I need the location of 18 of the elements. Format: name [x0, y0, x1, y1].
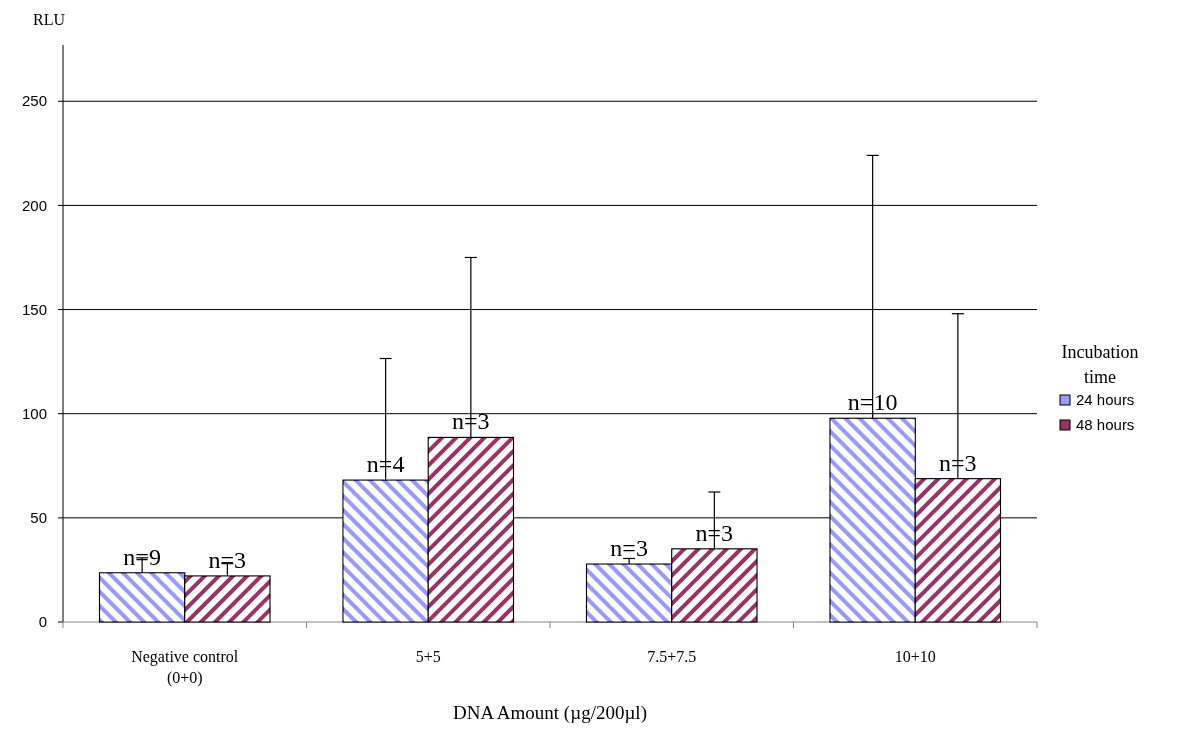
- x-tick-label: Negative control (0+0): [131, 648, 239, 687]
- y-tick-label: 50: [30, 509, 47, 527]
- y-tick-label: 250: [21, 92, 47, 110]
- legend-title: Incubation time: [1061, 342, 1139, 387]
- x-tick-label: 5+5: [415, 648, 441, 665]
- y-tick-label: 100: [21, 404, 47, 422]
- legend-label: 48 hours: [1076, 416, 1135, 434]
- y-tick-label: 200: [21, 196, 47, 214]
- annotation: n=3: [610, 535, 648, 562]
- x-axis-title: DNA Amount (µg/200µl): [453, 702, 647, 724]
- y-tick-label: 150: [21, 300, 47, 318]
- x-tick-label: 7.5+7.5: [647, 648, 697, 665]
- legend-label: 24 hours: [1076, 391, 1135, 409]
- annotation: n=9: [123, 543, 161, 570]
- y-axis-title: RLU: [33, 11, 66, 28]
- x-tick-label: 10+10: [894, 648, 936, 665]
- annotation: n=3: [208, 546, 247, 573]
- y-tick-label: 0: [38, 613, 47, 631]
